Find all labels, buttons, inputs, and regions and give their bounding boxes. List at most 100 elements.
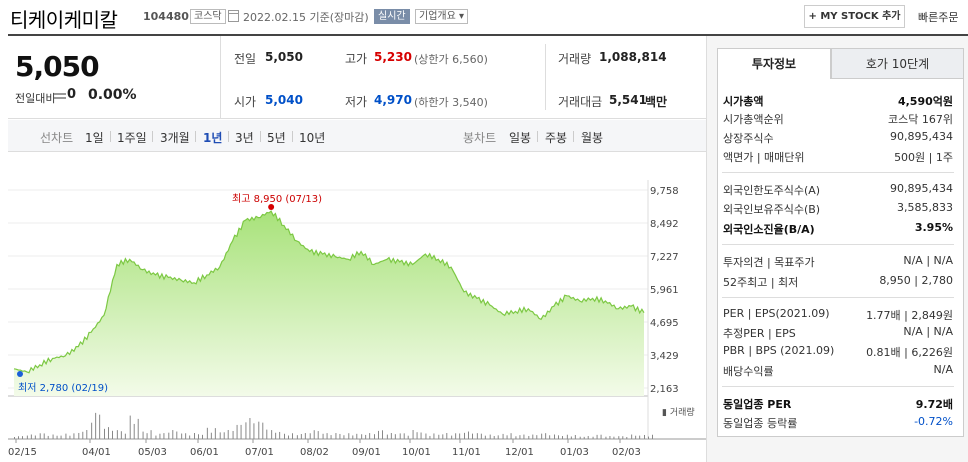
high-value: 5,230 [374,50,412,64]
volume-bar [249,418,251,439]
volume-label: 거래량 [558,52,592,66]
volume-bar [528,435,530,439]
tab-3m[interactable]: 3개월 [160,131,190,145]
volume-bar [386,434,388,439]
x-tick-label: 01/03 [560,447,589,458]
company-overview-dropdown[interactable]: 기업개요 ▾ [415,9,468,24]
tab-5y[interactable]: 5년 [267,131,286,145]
volume-bar [451,435,453,439]
volume-bar [592,436,594,439]
change-rate: 0.00% [88,87,137,103]
x-tick-label: 02/03 [612,447,641,458]
tab-1y[interactable]: 1년 [203,131,223,145]
info-row-value: 3,585,833 [897,201,953,214]
volume-bar [86,430,88,439]
investment-info-table [717,79,964,437]
volume-bar [361,434,363,439]
low-value: 4,970 [374,93,412,107]
add-my-stock-button[interactable]: + MY STOCK 추가 [804,5,905,28]
unchanged-icon [54,93,66,99]
volume-bar [394,434,396,439]
tab-monthly[interactable]: 월봉 [581,131,604,145]
info-row-label: 시가총액순위 [723,113,784,126]
info-row: 52주최고 | 최저 8,950 | 2,780 [723,274,953,289]
y-tick-label: 4,695 [650,318,679,329]
price-chart: 02/15 04/01 05/03 06/01 07/01 08/02 09/01 10/01… [8,152,706,458]
high-label: 고가 [345,52,368,66]
date-text: 2022.02.15 기준(장마감) [243,11,369,24]
realtime-button[interactable]: 실시간 [374,9,410,24]
open-label: 시가 [234,95,257,109]
volume-bar [18,436,19,439]
x-tick-label: 06/01 [190,447,219,458]
tab-3y[interactable]: 3년 [235,131,254,145]
info-row: 시가총액 4,590억원 [723,93,953,108]
x-tick-label: 08/02 [300,447,329,458]
volume-bar [47,435,49,439]
volume-bar [541,433,543,439]
info-row-value: 3.95% [914,221,953,234]
volume-bar [622,436,624,439]
volume-bar [189,435,191,439]
quick-order-link[interactable]: 빠른주문 [918,11,959,24]
info-row-label: 외국인소진율(B/A) [723,223,815,236]
stock-code: 104480 [143,10,189,23]
tab-separator [228,131,229,142]
volume-legend-label: 거래량 [669,408,695,418]
volume-bar [476,433,478,439]
volume-bar [39,433,41,439]
volume-bar [339,433,341,439]
y-tick-label: 5,961 [650,285,679,296]
volume-bar [142,431,144,439]
volume-bar [219,432,221,439]
volume-bar [631,434,633,439]
y-tick-label: 2,163 [650,384,679,395]
tab-separator [292,131,293,142]
volume-bar [562,436,563,439]
row-divider [722,172,954,173]
info-row-label: 추정PER | EPS [723,327,796,340]
info-row: PBR | BPS (2021.09) 0.81배 | 6,226원 [723,344,953,359]
volume-bar [352,435,354,439]
volume-bar [232,430,234,439]
tab-1w[interactable]: 1주일 [117,131,147,145]
volume-bar [279,431,281,439]
volume-bar [52,434,54,439]
volume-bar [472,433,473,439]
volume-bar [459,433,461,439]
tab-weekly[interactable]: 주봉 [545,131,568,145]
volume-bar [108,427,109,439]
volume-bar [579,436,581,439]
volume-bar [210,432,212,439]
tab-1d[interactable]: 1일 [85,131,104,145]
info-row: 외국인소진율(B/A) 3.95% [723,221,953,236]
volume-bar [69,435,71,439]
volume-bar [390,433,392,439]
volume-bar [271,430,273,439]
volume-bar [335,433,337,439]
tab-separator [537,131,538,142]
x-tick-label: 10/01 [402,447,431,458]
volume-bar [549,435,551,439]
tab-daily[interactable]: 일봉 [509,131,532,145]
volume-bar [129,415,131,439]
info-row: 동일업종 등락률 -0.72% [723,415,953,430]
change-value: 0 [67,87,77,102]
volume-bar [304,433,306,439]
tab-orderbook-10[interactable]: 호가 10단계 [831,48,964,79]
volume-bar [214,428,216,439]
volume-bar [425,433,427,439]
volume-bar [652,434,653,439]
info-row-label: 상장주식수 [723,132,774,145]
volume-bar [412,430,414,439]
tab-10y[interactable]: 10년 [299,131,326,145]
volume-bar [155,435,157,439]
volume-bar [206,427,208,439]
volume-bar [284,433,285,439]
volume-bar [510,433,512,439]
candle-chart-label: 봉차트 [463,131,497,145]
info-row-value: N/A | N/A [903,325,953,338]
volume-bar [30,434,32,439]
x-tick-label: 02/15 [8,447,37,458]
tab-investment-info[interactable]: 투자정보 [717,48,831,79]
